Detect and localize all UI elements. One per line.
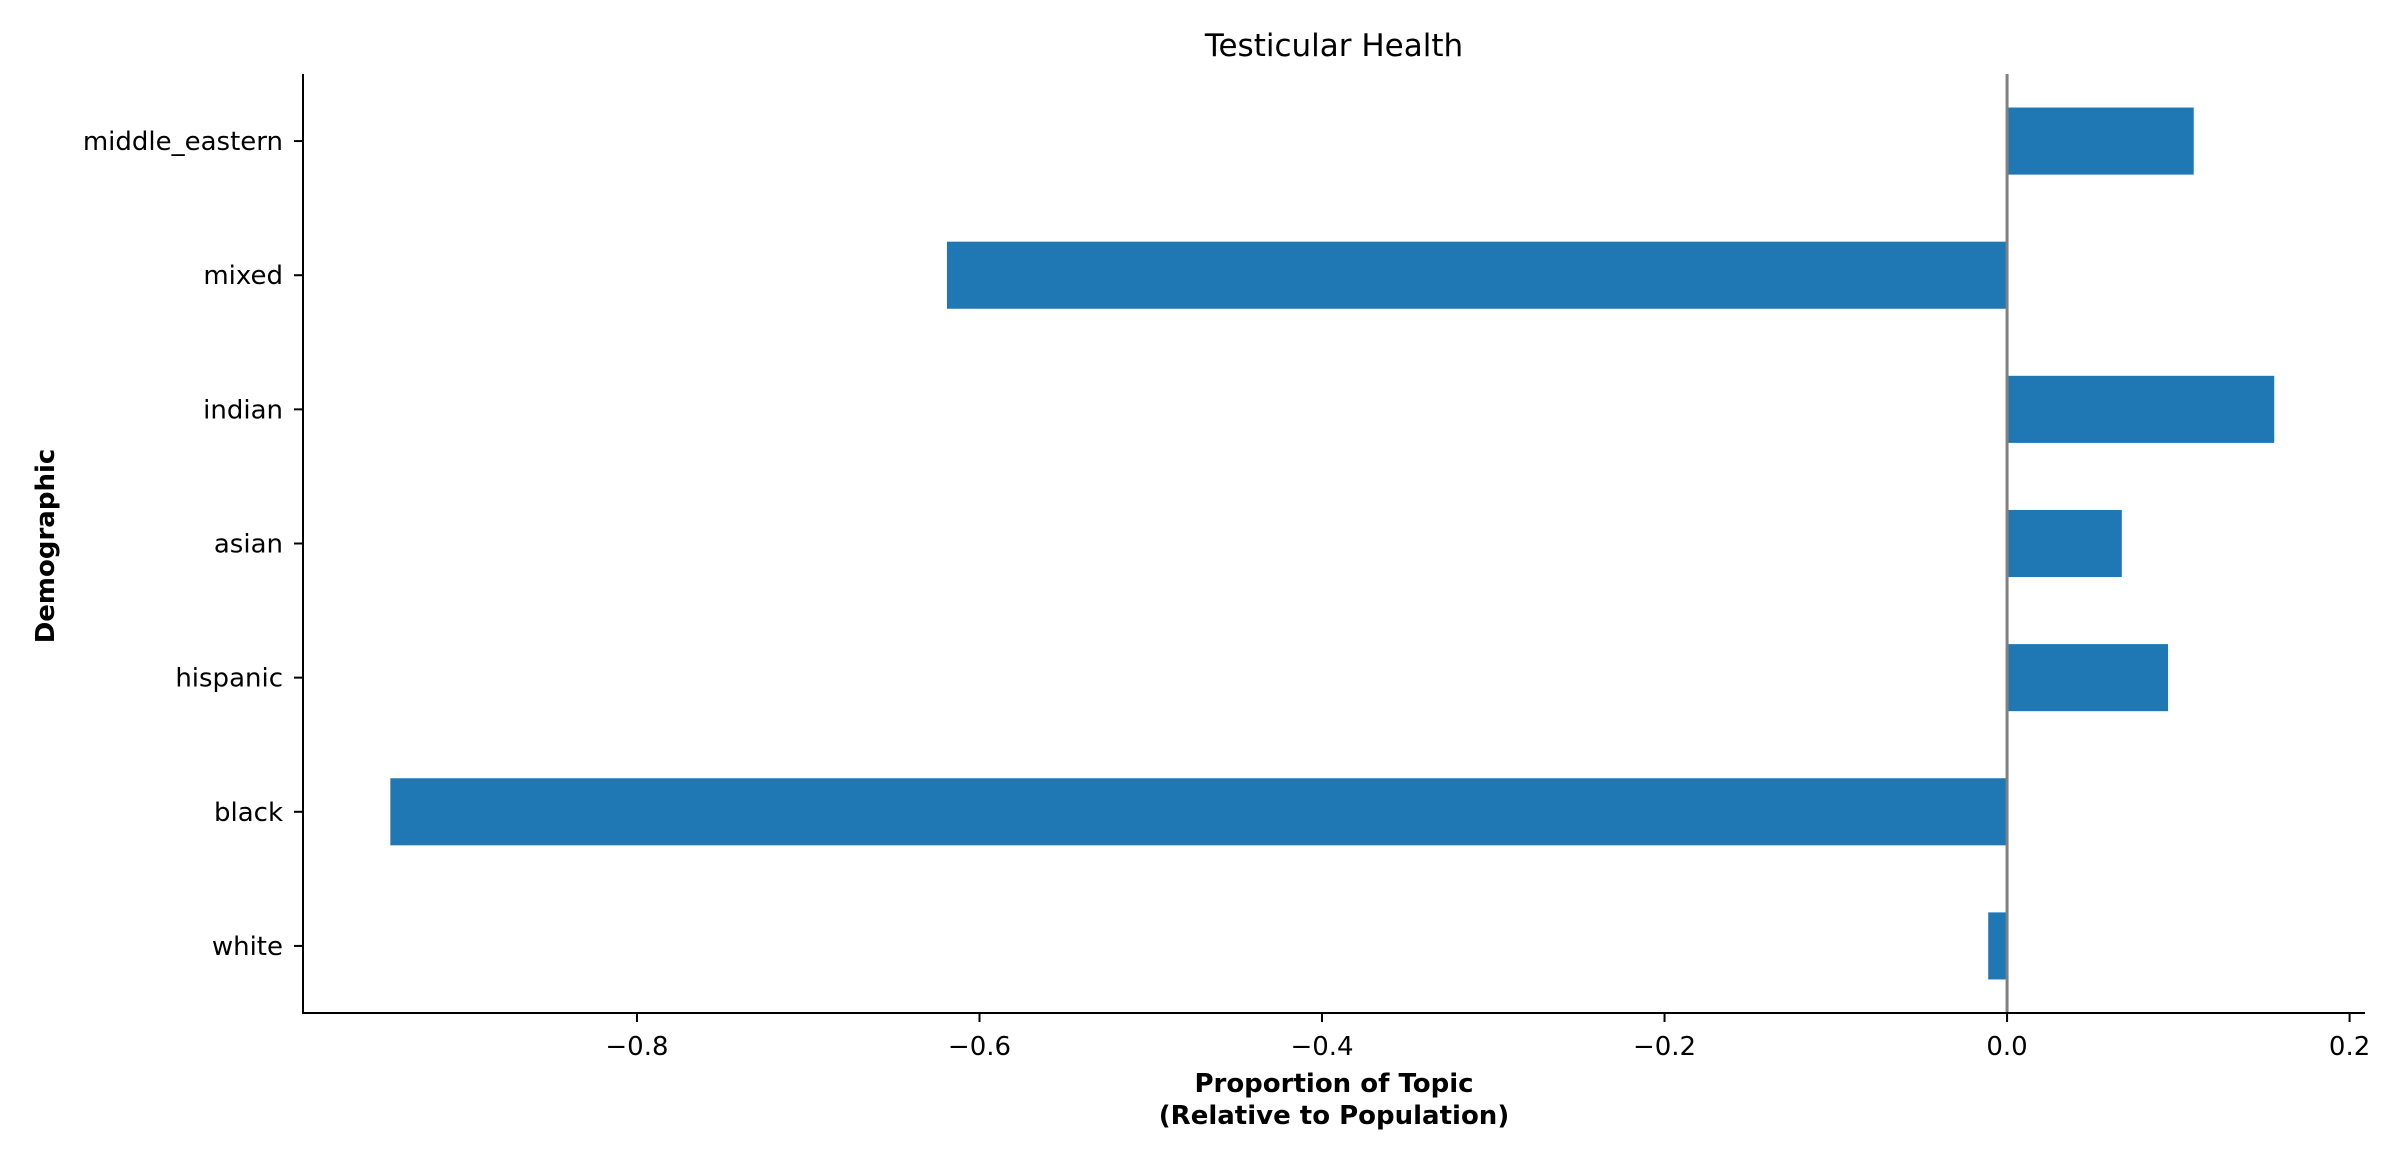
bar-black — [390, 778, 2008, 846]
bar-hispanic — [2007, 644, 2169, 712]
bar-mixed — [946, 241, 2008, 309]
y-tick-label-indian: indian — [203, 395, 283, 425]
y-tick-label-mixed: mixed — [203, 261, 283, 291]
x-axis-label-line1: Proportion of Topic — [1194, 1069, 1473, 1099]
bar-asian — [2007, 509, 2122, 578]
y-tick-label-white: white — [212, 932, 283, 962]
bar-white — [1988, 912, 2008, 980]
y-tick-label-asian: asian — [214, 530, 283, 560]
x-tick-label-0: −0.8 — [605, 1032, 668, 1062]
x-tick-label-5: 0.2 — [2329, 1032, 2370, 1062]
x-tick-label-3: −0.2 — [1633, 1032, 1696, 1062]
y-tick-label-middle-eastern: middle_eastern — [83, 127, 283, 157]
x-ticks-group: −0.8 −0.6 −0.4 −0.2 0.0 0.2 — [605, 1013, 2370, 1062]
x-tick-label-4: 0.0 — [1986, 1032, 2027, 1062]
bar-middle-eastern — [2007, 107, 2194, 175]
y-ticks-group: white black hispanic asian indian mixed middle… — [83, 127, 303, 962]
bars-group — [390, 107, 2275, 980]
y-axis-label: Demographic — [31, 449, 61, 644]
y-tick-label-black: black — [214, 798, 283, 828]
y-tick-label-hispanic: hispanic — [175, 664, 283, 694]
x-tick-label-2: −0.4 — [1290, 1032, 1353, 1062]
x-tick-label-1: −0.6 — [948, 1032, 1011, 1062]
x-axis-label-line2: (Relative to Population) — [1159, 1101, 1509, 1131]
chart-title: Testicular Health — [1204, 28, 1463, 64]
bar-indian — [2007, 375, 2275, 443]
